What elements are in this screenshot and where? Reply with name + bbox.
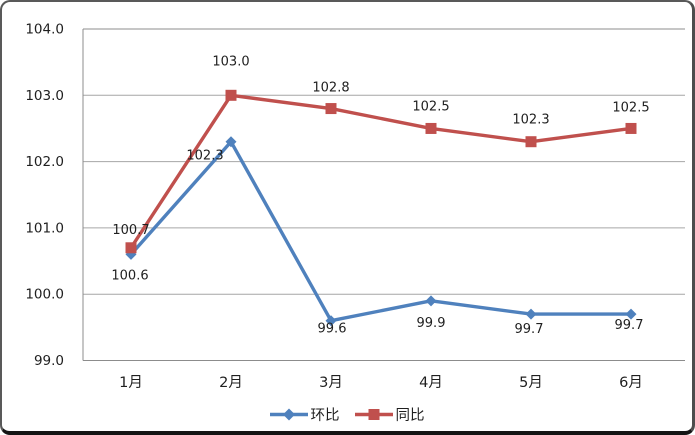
y-axis-tick-label: 102.0 [25,154,64,170]
legend-item-tongbi: 同比 [354,404,425,425]
data-point-label: 100.6 [111,268,148,283]
data-point-marker-square [325,103,337,115]
y-axis-tick-label: 99.0 [34,353,64,369]
chart-legend: 环比 同比 [2,404,692,425]
y-axis-tick-label: 103.0 [25,88,64,104]
y-axis-tick-label: 100.0 [25,287,64,303]
x-axis-tick-label: 6月 [619,375,643,391]
x-axis-tick-label: 1月 [119,375,143,391]
data-point-marker-square [425,122,437,134]
data-point-label: 100.7 [112,223,149,238]
data-point-marker-diamond [625,308,637,320]
tongbi-line-square-icon [354,409,393,420]
legend-item-huanbi: 环比 [269,404,340,425]
data-point-marker-diamond [325,315,337,327]
data-point-label: 102.8 [312,81,349,96]
data-point-label: 99.7 [515,322,544,337]
data-point-label: 102.5 [412,99,449,114]
data-point-marker-diamond [425,295,437,307]
legend-label-huanbi: 环比 [310,408,340,424]
data-point-label: 99.7 [615,318,644,333]
series-line-同比 [129,93,633,250]
data-point-marker-square [525,136,537,148]
x-axis-tick-label: 5月 [519,375,543,391]
data-point-label: 102.5 [612,100,649,115]
data-point-label: 102.3 [186,149,223,164]
data-point-label: 103.0 [212,54,249,69]
data-point-marker-diamond [225,136,237,148]
data-point-label: 99.6 [318,322,347,337]
data-point-marker-diamond [525,308,537,320]
data-point-label: 102.3 [512,113,549,128]
data-point-marker-square [225,89,237,101]
data-point-label: 99.9 [417,316,446,331]
huanbi-line-diamond-icon [269,408,308,421]
x-axis-tick-label: 3月 [319,375,343,391]
y-axis-tick-label: 104.0 [25,22,64,38]
data-point-marker-square [125,242,137,254]
y-axis-tick-label: 101.0 [25,220,64,236]
series-line-环比 [129,140,633,323]
x-axis-tick-label: 2月 [219,375,243,391]
data-point-marker-square [625,122,637,134]
legend-label-tongbi: 同比 [395,408,425,424]
x-axis-tick-label: 4月 [419,375,443,391]
